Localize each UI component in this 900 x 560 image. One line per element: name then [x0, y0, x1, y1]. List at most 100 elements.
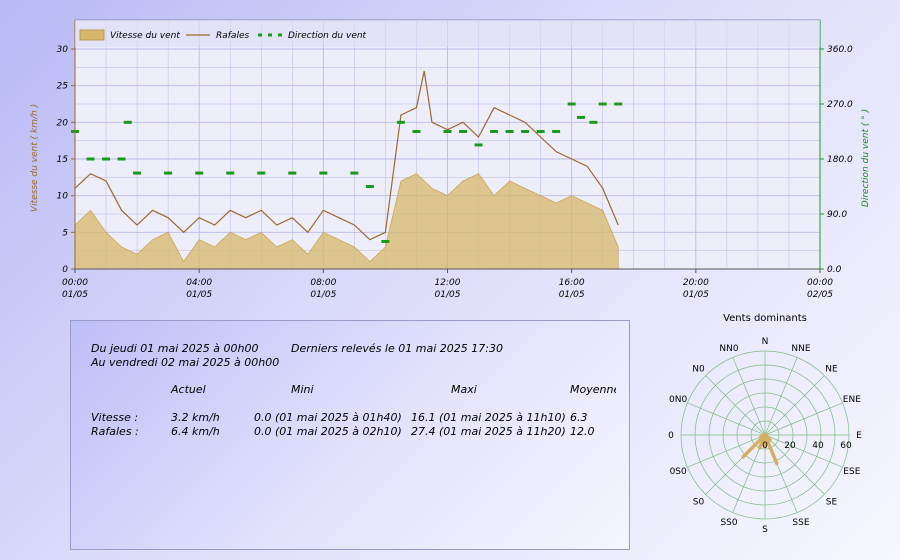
direction-point: [123, 120, 132, 124]
direction-point: [552, 130, 561, 133]
y-right-tick-label: 270.0: [827, 100, 853, 110]
direction-point: [102, 157, 111, 161]
chart-axes: 0 5 10 15 20 25 30 0.0 90.0 180.0 270.0 360.0 00:00 0…: [57, 20, 853, 300]
row-gust-actual: 6.4 km/h: [171, 425, 220, 438]
row-speed-label: Vitesse :: [91, 411, 139, 424]
x-tick-date: 01/05: [683, 290, 709, 300]
direction-point: [164, 171, 173, 175]
row-gust-avg: 12.0: [570, 425, 595, 438]
y-left-tick-label: 30: [57, 45, 69, 55]
rose-direction-label: S0: [693, 497, 705, 507]
x-tick-time: 04:00: [186, 278, 212, 288]
direction-points: [71, 102, 623, 243]
direction-point: [257, 171, 266, 175]
chart-legend: Vitesse du vent Rafales Direction du vent: [75, 20, 820, 47]
rose-direction-label: NE: [825, 365, 838, 375]
direction-point: [567, 102, 576, 106]
direction-point: [536, 130, 545, 133]
rose-direction-label: S: [762, 525, 768, 535]
x-tick-time: 00:00: [62, 278, 88, 288]
x-tick-time: 08:00: [310, 278, 336, 288]
legend-swatch-direction: [278, 33, 282, 37]
direction-point: [133, 171, 142, 175]
rose-direction-label: SSE: [792, 518, 809, 528]
legend-label: Direction du vent: [288, 31, 367, 41]
legend-label: Vitesse du vent: [110, 31, 180, 41]
rose-spoke: [764, 434, 825, 495]
direction-point: [195, 171, 204, 175]
y-right-tick-label: 180.0: [827, 155, 853, 165]
x-tick-date: 01/05: [186, 290, 212, 300]
row-speed-max: 16.1 (01 mai 2025 à 11h10): [411, 411, 566, 424]
rose-direction-label: ESE: [843, 467, 860, 477]
x-tick-time: 00:00: [807, 278, 833, 288]
row-speed-avg: 6.3: [570, 411, 588, 424]
rose-direction-label: E: [856, 431, 862, 441]
rose-direction-label: ENE: [843, 395, 861, 405]
y-axis-right-label: Direction du vent ( ° ): [861, 109, 871, 207]
row-gust-max: 27.4 (01 mai 2025 à 11h20): [411, 425, 566, 438]
col-min-header: Mini: [291, 383, 314, 396]
x-tick-date: 01/05: [62, 290, 88, 300]
rose-spoke: [705, 375, 766, 436]
rose-direction-label: 0N0: [669, 395, 687, 405]
rose-spoke: [764, 375, 825, 436]
direction-point: [589, 120, 598, 124]
legend-swatch-speed: [79, 29, 105, 41]
y-left-tick-label: 0: [62, 265, 68, 275]
direction-point: [412, 130, 421, 133]
y-axis-left-label: Vitesse du vent ( km/h ): [30, 104, 40, 212]
direction-point: [459, 130, 468, 133]
x-tick-time: 20:00: [683, 278, 709, 288]
wind-rose: Vents dominants N NNE NE ENE E ESE SE SSE S SS0 S0…: [668, 313, 862, 535]
period-from: Du jeudi 01 mai 2025 à 00h00: [91, 342, 259, 355]
y-right-tick-label: 0.0: [827, 265, 842, 275]
row-gust-min: 0.0 (01 mai 2025 à 02h10): [254, 425, 402, 438]
last-reading: Derniers relevés le 01 mai 2025 17:30: [291, 342, 503, 355]
rose-direction-label: 0S0: [670, 467, 687, 477]
direction-point: [505, 130, 514, 133]
x-tick-time: 12:00: [435, 278, 461, 288]
direction-point: [614, 102, 623, 106]
series-gusts: [74, 70, 619, 241]
wind-speed-area: [74, 173, 619, 270]
rose-direction-label: SS0: [720, 518, 737, 528]
stats-panel: Du jeudi 01 mai 2025 à 00h00 Au vendredi…: [70, 320, 630, 550]
legend-background: [75, 20, 820, 47]
direction-point: [490, 130, 499, 133]
legend-swatch-direction: [258, 33, 262, 37]
rose-spoke: [732, 357, 766, 436]
row-gust-label: Rafales :: [91, 425, 139, 438]
y-left-tick-label: 15: [57, 155, 69, 165]
rose-direction-label: SE: [826, 497, 838, 507]
col-max-header: Maxi: [451, 383, 477, 396]
x-tick-date: 02/05: [807, 290, 833, 300]
rose-radial-tick: 40: [812, 441, 824, 451]
rose-direction-label: N: [762, 337, 769, 347]
direction-point: [350, 171, 359, 175]
direction-point: [576, 115, 585, 119]
rose-spoke: [764, 402, 843, 436]
direction-point: [598, 102, 607, 106]
rose-labels: N NNE NE ENE E ESE SE SSE S SS0 S0 0S0 0 0N0 N0 NN0 20 40…: [668, 337, 862, 535]
direction-point: [396, 120, 405, 124]
legend-label: Rafales: [216, 31, 249, 41]
rose-radial-tick: 20: [784, 441, 796, 451]
y-right-tick-label: 360.0: [827, 45, 853, 55]
direction-point: [86, 157, 95, 161]
rose-spoke: [764, 434, 843, 468]
col-avg-header: Moyenne: [570, 383, 616, 396]
y-left-tick-label: 10: [57, 192, 69, 202]
period-to: Au vendredi 02 mai 2025 à 00h00: [91, 356, 280, 369]
wind-chart: 0 5 10 15 20 25 30 0.0 90.0 180.0 270.0 360.0 00:00 0…: [30, 19, 871, 300]
rose-bars: [741, 433, 779, 466]
x-tick-date: 01/05: [310, 290, 336, 300]
rose-grid: [680, 350, 850, 520]
direction-point: [226, 171, 235, 175]
rose-spoke: [687, 434, 766, 468]
rose-spoke: [764, 357, 798, 436]
direction-point: [443, 130, 452, 133]
x-tick-date: 01/05: [435, 290, 461, 300]
gust-line: [74, 70, 619, 241]
rose-direction-label: NNE: [791, 344, 810, 354]
